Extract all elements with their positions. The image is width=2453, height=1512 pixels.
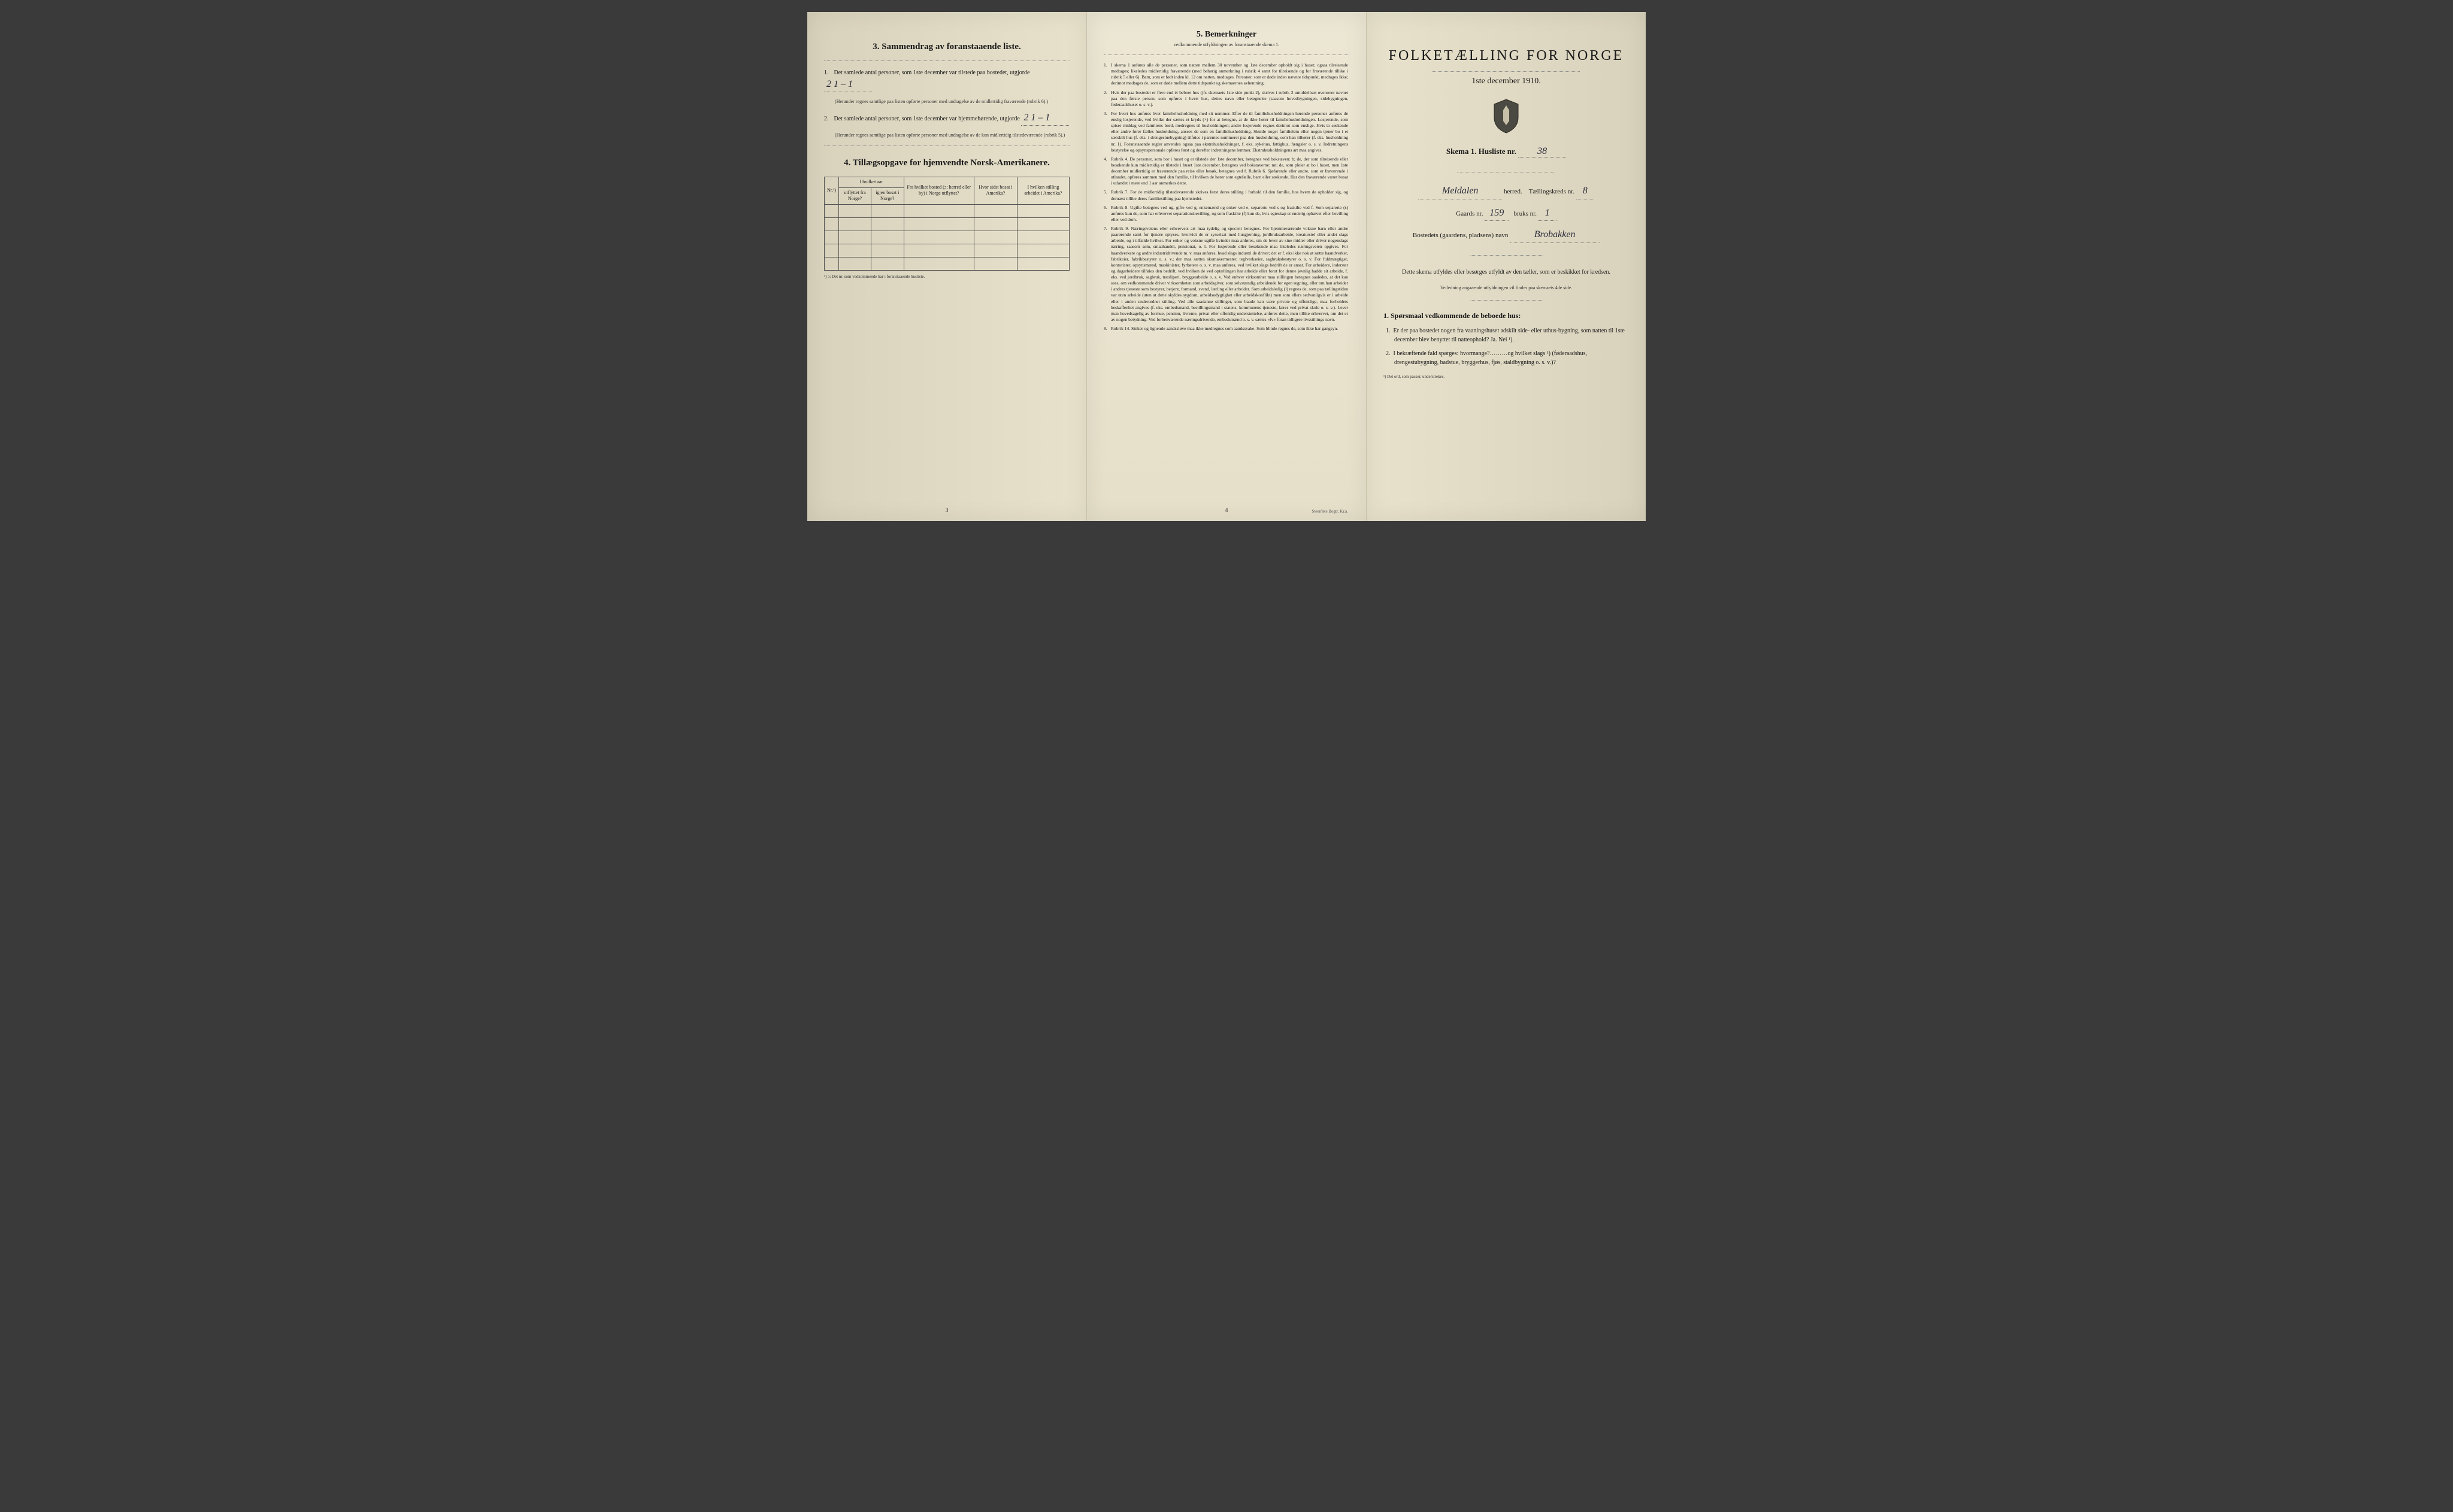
- herred-line: Meldalen herred. Tællingskreds nr. 8: [1383, 183, 1629, 199]
- remark-item: 6.Rubrik 8. Ugifte betegnes ved ug, gift…: [1104, 205, 1349, 223]
- remark-item: 1.I skema 1 anføres alle de personer, so…: [1104, 62, 1349, 87]
- bruks-nr: 1: [1539, 205, 1556, 222]
- table-row: [825, 204, 1070, 217]
- section-3-title: 3. Sammendrag av foranstaaende liste.: [824, 42, 1070, 52]
- remarks-subtitle: vedkommende utfyldningen av foranstaaend…: [1104, 42, 1349, 47]
- skema-line: Skema 1. Husliste nr. 38: [1383, 146, 1629, 157]
- th-bosat: igjen bosat i Norge?: [871, 187, 904, 204]
- table-row: [825, 217, 1070, 231]
- item-1-note: (Herunder regnes samtlige paa listen opf…: [835, 98, 1070, 105]
- footnote: ¹) Det ord, som passer, understrekes.: [1383, 374, 1629, 379]
- th-amerika: Hvor sidst bosat i Amerika?: [974, 177, 1017, 204]
- kreds-nr: 8: [1576, 183, 1594, 199]
- remark-item: 8.Rubrik 14. Sinker og lignende aandsslø…: [1104, 326, 1349, 332]
- question-1: 1. Er der paa bostedet nogen fra vaaning…: [1394, 326, 1629, 344]
- th-bosted: Fra hvilket bosted (ɔ: herred eller by) …: [904, 177, 974, 204]
- bosted-value: Brobakken: [1510, 227, 1600, 243]
- gaards-line: Gaards nr. 159 bruks nr. 1: [1383, 205, 1629, 222]
- remarks-title: 5. Bemerkninger: [1104, 30, 1349, 40]
- remark-item: 5.Rubrik 7. For de midlertidig tilstedev…: [1104, 189, 1349, 201]
- divider: [1470, 255, 1543, 256]
- gaards-nr: 159: [1485, 205, 1509, 222]
- item-1-value: 2 1 – 1: [824, 77, 872, 92]
- kreds-label: Tællingskreds nr.: [1529, 188, 1574, 195]
- summary-item-2: 2. Det samlede antal personer, som 1ste …: [824, 111, 1070, 126]
- page-3: 3. Sammendrag av foranstaaende liste. 1.…: [807, 12, 1087, 521]
- bruks-label: bruks nr.: [1513, 210, 1537, 217]
- bosted-label: Bostedets (gaardens, pladsens) navn: [1413, 232, 1508, 239]
- th-nr: Nr.¹): [825, 177, 839, 204]
- instruction-main: Dette skema utfyldes eller besørges utfy…: [1383, 268, 1629, 277]
- herred-label: herred.: [1504, 188, 1522, 195]
- divider: [1470, 300, 1543, 301]
- th-stilling: I hvilken stilling arbeidet i Amerika?: [1017, 177, 1069, 204]
- remark-item: 2.Hvis der paa bostedet er flere end ét …: [1104, 90, 1349, 108]
- table-row: [825, 244, 1070, 257]
- divider: [1104, 54, 1349, 55]
- page-number: 3: [946, 507, 949, 514]
- item-2-note: (Herunder regnes samtlige paa listen opf…: [835, 132, 1070, 138]
- question-2: 2. I bekræftende fald spørges: hvormange…: [1394, 349, 1629, 367]
- remark-item: 3.For hvert hus anføres hver familiehush…: [1104, 111, 1349, 153]
- item-number: 2.: [824, 114, 832, 123]
- section-4-title: 4. Tillægsopgave for hjemvendte Norsk-Am…: [824, 158, 1070, 168]
- printer-mark: Steen'ske Bogtr. Kr.a.: [1312, 509, 1348, 514]
- th-utflyttet: utflyttet fra Norge?: [839, 187, 871, 204]
- page-4: 5. Bemerkninger vedkommende utfyldningen…: [1087, 12, 1367, 521]
- item-2-value: 2 1 – 1: [1021, 111, 1069, 126]
- q1-text: Er der paa bostedet nogen fra vaaningshu…: [1394, 328, 1625, 343]
- tillaeg-table: Nr.¹) I hvilket aar Fra hvilket bosted (…: [824, 177, 1070, 270]
- remarks-list: 1.I skema 1 anføres alle de personer, so…: [1104, 62, 1349, 332]
- divider: [824, 60, 1070, 61]
- husliste-nr: 38: [1518, 146, 1566, 157]
- census-date: 1ste december 1910.: [1383, 77, 1629, 86]
- question-heading: 1. Spørsmaal vedkommende de beboede hus:: [1383, 311, 1629, 320]
- page-1-cover: FOLKETÆLLING FOR NORGE 1ste december 191…: [1367, 12, 1646, 521]
- remark-item: 4.Rubrik 4. De personer, som bor i huset…: [1104, 156, 1349, 187]
- th-aar: I hvilket aar: [839, 177, 904, 187]
- skema-label: Skema 1. Husliste nr.: [1446, 147, 1516, 156]
- item-1-text: Det samlede antal personer, som 1ste dec…: [834, 69, 1030, 76]
- table-footnote: ¹) ɔ: Det nr. som vedkommende har i fora…: [824, 274, 1070, 279]
- remark-item: 7.Rubrik 9. Næringsveiens eller erhverve…: [1104, 226, 1349, 323]
- item-number: 1.: [824, 68, 832, 77]
- coat-of-arms-icon: [1491, 98, 1521, 134]
- table-row: [825, 257, 1070, 270]
- instruction-sub: Veiledning angaaende utfyldningen vil fi…: [1383, 285, 1629, 290]
- table-row: [825, 231, 1070, 244]
- herred-value: Meldalen: [1418, 183, 1502, 199]
- page-number: 4: [1225, 507, 1228, 514]
- summary-item-1: 1. Det samlede antal personer, som 1ste …: [824, 68, 1070, 92]
- item-2-text: Det samlede antal personer, som 1ste dec…: [834, 116, 1020, 122]
- q2-text: I bekræftende fald spørges: hvormange?………: [1394, 350, 1588, 366]
- census-title: FOLKETÆLLING FOR NORGE: [1383, 48, 1629, 64]
- divider: [1433, 71, 1580, 72]
- bosted-line: Bostedets (gaardens, pladsens) navn Brob…: [1383, 227, 1629, 243]
- gaards-label: Gaards nr.: [1456, 210, 1483, 217]
- census-document: 3. Sammendrag av foranstaaende liste. 1.…: [807, 12, 1646, 521]
